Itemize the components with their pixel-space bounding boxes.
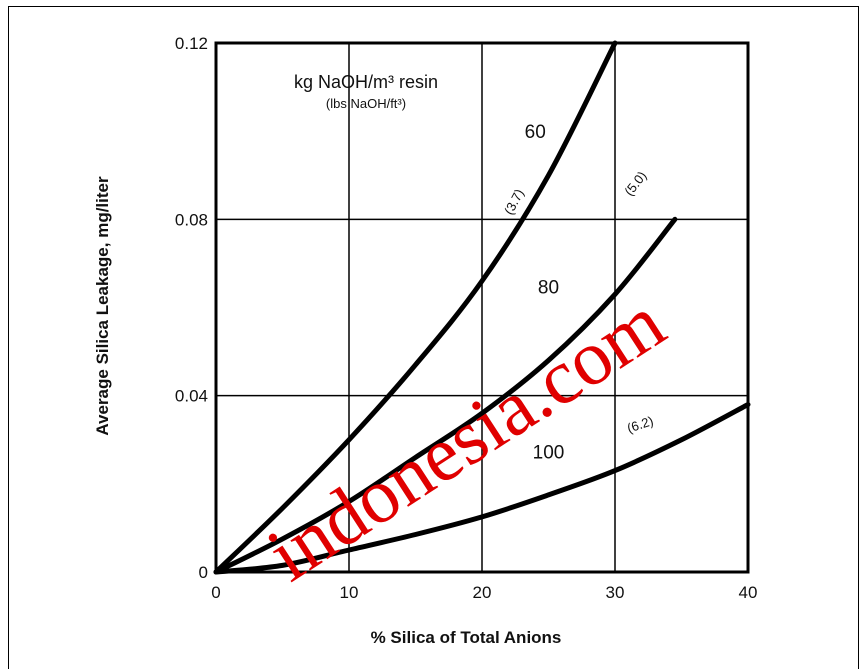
series-curves bbox=[213, 40, 751, 575]
curve-label-lbs-80: (5.0) bbox=[621, 168, 649, 198]
tick-labels: 0 10 20 30 40 0 0.04 0.08 0.12 bbox=[175, 34, 758, 602]
x-tick-label: 40 bbox=[739, 583, 758, 602]
chart-frame bbox=[8, 6, 859, 669]
x-tick-label: 20 bbox=[473, 583, 492, 602]
y-axis-title: Average Silica Leakage, mg/liter bbox=[93, 176, 112, 436]
x-tick-label: 10 bbox=[340, 583, 359, 602]
legend-title: kg NaOH/m³ resin bbox=[294, 72, 438, 92]
x-axis-title: % Silica of Total Anions bbox=[371, 628, 562, 647]
series-line-80 bbox=[213, 216, 678, 575]
y-tick-label: 0.08 bbox=[175, 210, 208, 229]
x-tick-label: 30 bbox=[606, 583, 625, 602]
y-tick-label: 0.12 bbox=[175, 34, 208, 53]
grid-lines bbox=[216, 43, 748, 572]
y-tick-label: 0 bbox=[199, 563, 208, 582]
curve-label-lbs-100: (6.2) bbox=[625, 413, 655, 436]
curve-label-kg-100: 100 bbox=[533, 442, 565, 463]
plot-area-border bbox=[214, 41, 750, 574]
legend-subtitle: (lbs NaOH/ft³) bbox=[326, 96, 406, 111]
curve-label-kg-80: 80 bbox=[538, 277, 559, 298]
curve-label-lbs-60: (3.7) bbox=[501, 186, 527, 217]
series-line-60 bbox=[213, 40, 618, 575]
x-tick-label: 0 bbox=[211, 583, 220, 602]
series-line-100 bbox=[213, 402, 751, 575]
y-tick-label: 0.04 bbox=[175, 387, 208, 406]
curve-label-kg-60: 60 bbox=[525, 122, 546, 143]
